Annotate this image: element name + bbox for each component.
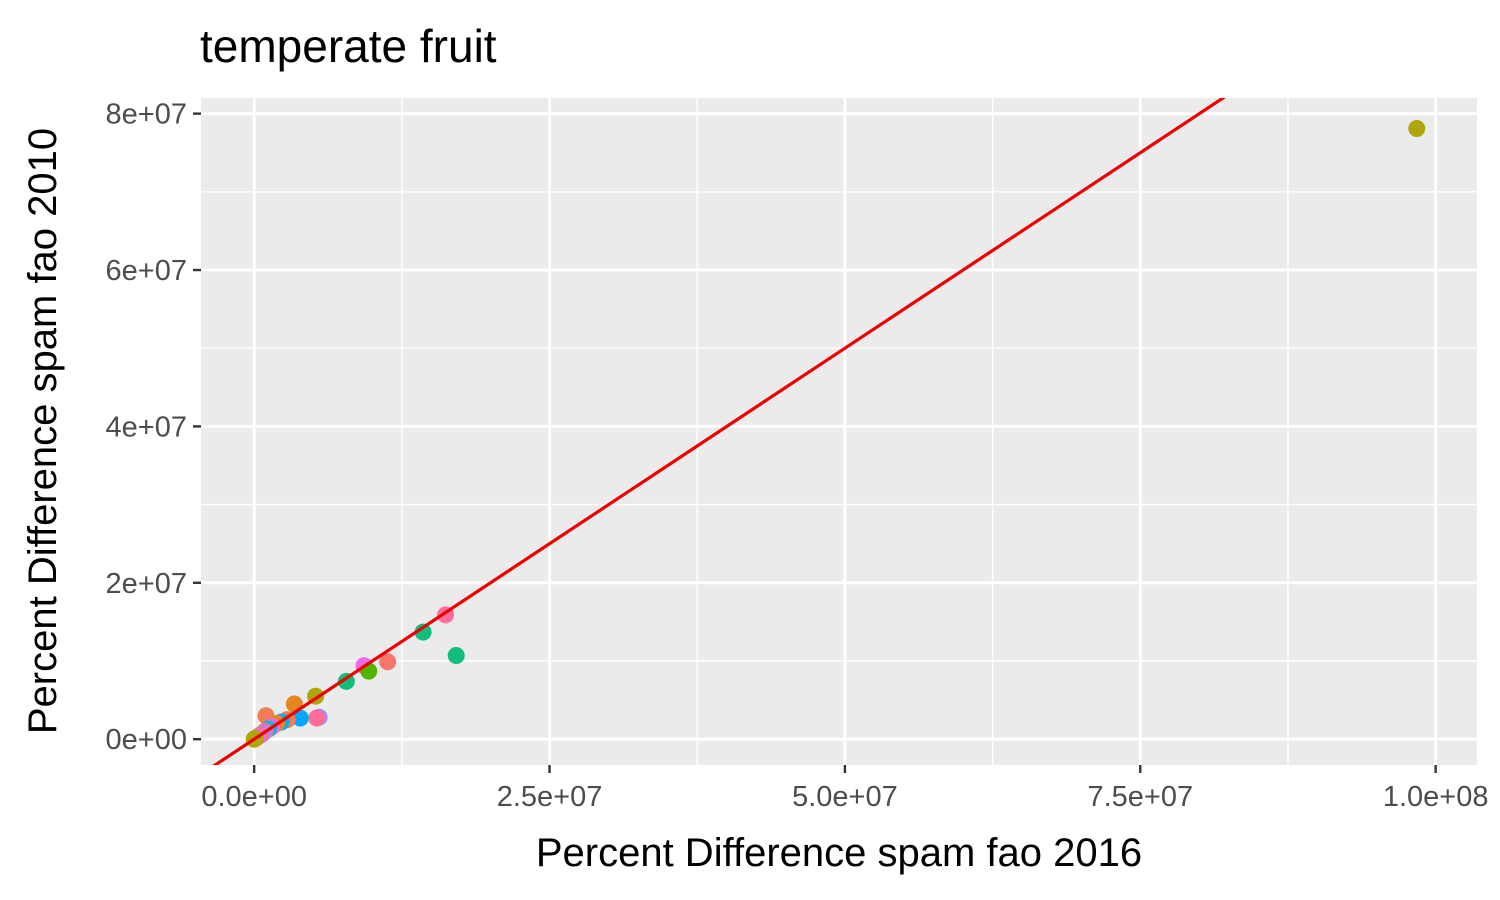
y-tick-label: 2e+07 [106,568,187,600]
data-point [447,647,465,665]
data-point [291,709,309,727]
chart-title: temperate fruit [200,20,497,72]
data-point [379,653,397,671]
y-tick-label: 0e+00 [106,724,187,756]
data-point [1408,119,1426,137]
x-tick-label: 2.5e+07 [497,781,603,813]
x-tick-label: 1.0e+08 [1383,781,1489,813]
data-point [308,709,326,727]
x-axis-title: Percent Difference spam fao 2016 [536,831,1142,875]
x-tick-label: 7.5e+07 [1087,781,1193,813]
data-point [414,623,432,641]
grid-minor [201,98,1477,765]
x-tick-label: 0.0e+00 [201,781,307,813]
y-axis: 0e+00 2e+07 4e+07 6e+07 8e+07 [106,99,201,756]
grid-major [201,98,1477,765]
x-axis: 0.0e+00 2.5e+07 5.0e+07 7.5e+07 1.0e+08 [201,765,1488,813]
x-tick-label: 5.0e+07 [792,781,898,813]
y-tick-label: 8e+07 [106,99,187,131]
y-axis-title: Percent Difference spam fao 2010 [21,128,65,734]
y-tick-label: 4e+07 [106,411,187,443]
reference-line [212,98,1226,765]
plot-panel [201,98,1477,765]
y-tick-label: 6e+07 [106,255,187,287]
